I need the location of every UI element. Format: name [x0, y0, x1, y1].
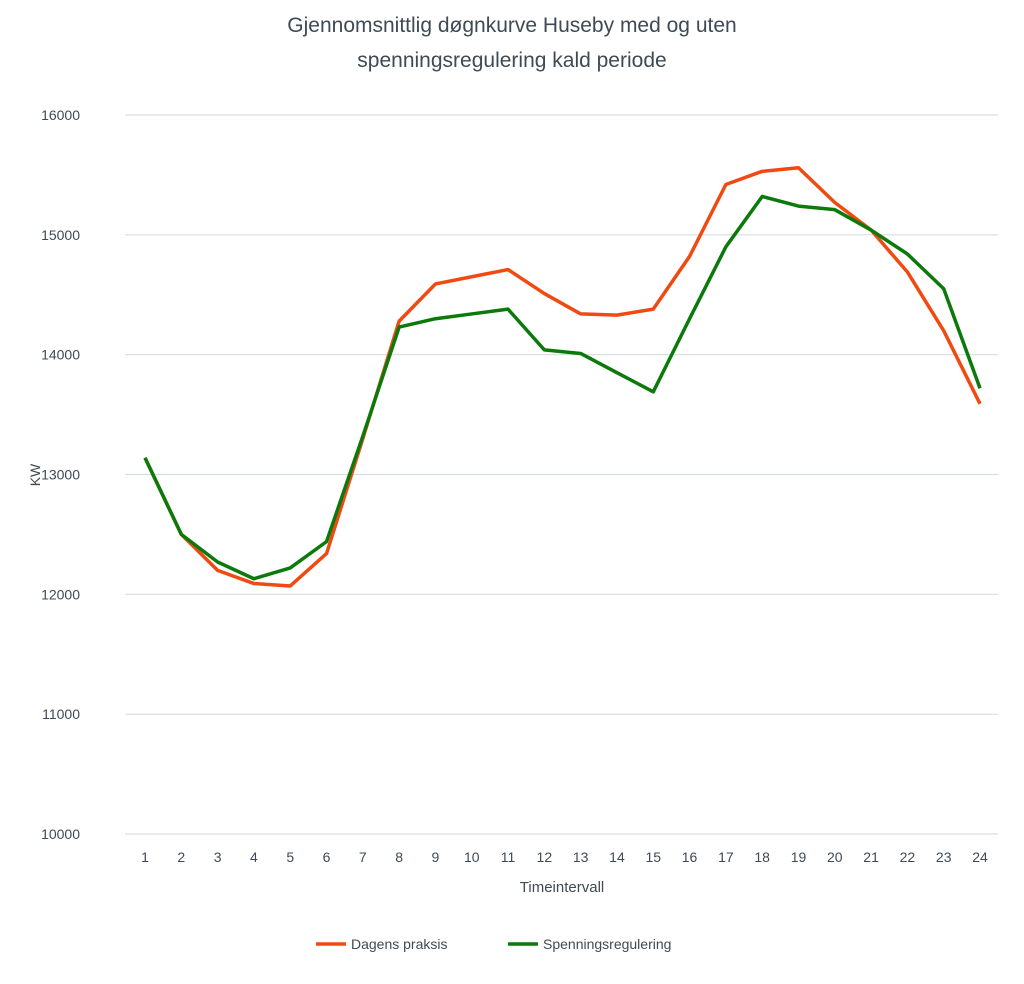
x-tick-label: 17 — [718, 849, 734, 865]
x-tick-label: 3 — [214, 849, 222, 865]
x-tick-label: 20 — [827, 849, 843, 865]
y-tick-label: 16000 — [41, 107, 80, 123]
x-tick-label: 8 — [395, 849, 403, 865]
x-tick-label: 7 — [359, 849, 367, 865]
x-tick-label: 23 — [936, 849, 952, 865]
x-tick-label: 12 — [537, 849, 553, 865]
x-tick-label: 14 — [609, 849, 625, 865]
x-tick-label: 15 — [645, 849, 661, 865]
x-tick-label: 22 — [900, 849, 916, 865]
y-tick-label: 11000 — [42, 706, 80, 722]
x-tick-label: 6 — [323, 849, 331, 865]
legend: Dagens praksis Spenningsregulering — [316, 936, 671, 952]
x-tick-label: 2 — [177, 849, 185, 865]
y-axis-label: KW — [27, 463, 43, 486]
y-tick-label: 10000 — [41, 826, 80, 842]
chart-title-line-2: spenningsregulering kald periode — [357, 49, 666, 72]
x-tick-label: 1 — [141, 849, 149, 865]
y-tick-label: 13000 — [41, 467, 80, 483]
x-tick-label: 13 — [573, 849, 589, 865]
x-tick-label: 5 — [286, 849, 294, 865]
x-tick-label: 4 — [250, 849, 258, 865]
x-tick-label: 9 — [432, 849, 440, 865]
series-line-spenningsregulering — [145, 196, 980, 578]
x-tick-label: 16 — [682, 849, 698, 865]
y-tick-label: 14000 — [41, 347, 80, 363]
series-line-dagens-praksis — [145, 168, 980, 586]
x-tick-label: 10 — [464, 849, 480, 865]
chart-title-line-1: Gjennomsnittlig døgnkurve Huseby med og … — [287, 14, 736, 37]
x-tick-label: 18 — [754, 849, 770, 865]
x-tick-label: 19 — [791, 849, 807, 865]
x-tick-label: 24 — [972, 849, 988, 865]
x-axis-label: Timeintervall — [520, 879, 604, 896]
x-tick-label: 11 — [501, 849, 516, 865]
y-tick-label: 12000 — [41, 586, 80, 602]
x-tick-label: 21 — [863, 849, 879, 865]
y-tick-label: 15000 — [41, 227, 80, 243]
legend-label: Dagens praksis — [351, 936, 448, 952]
legend-label: Spenningsregulering — [543, 936, 671, 952]
